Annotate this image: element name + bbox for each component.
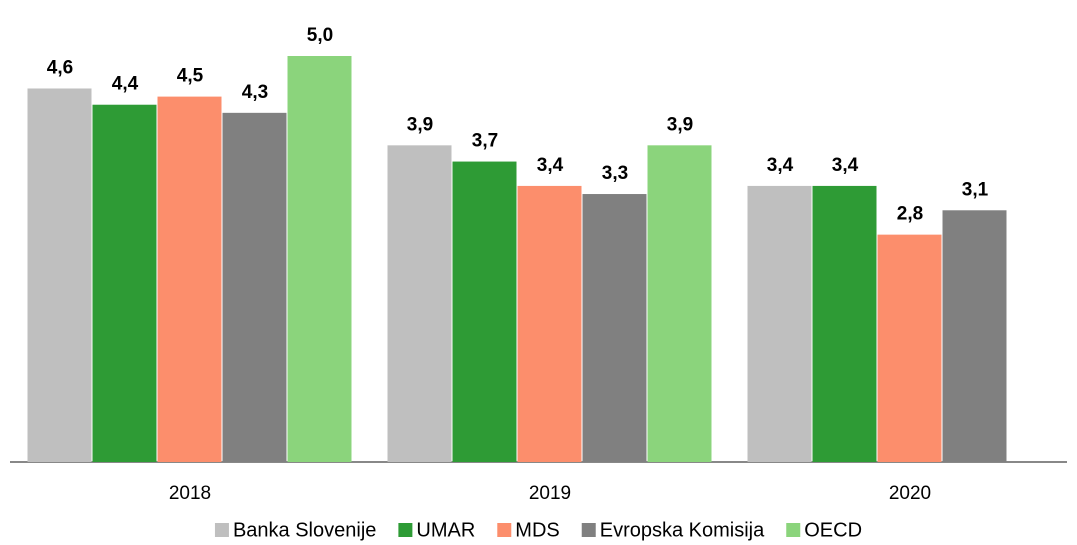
legend-swatch bbox=[214, 523, 229, 537]
bar bbox=[92, 104, 157, 462]
bar bbox=[812, 185, 877, 463]
value-label: 5,0 bbox=[307, 25, 333, 46]
legend-label: MDS bbox=[515, 519, 559, 541]
value-label: 4,3 bbox=[242, 82, 268, 103]
value-label: 3,7 bbox=[472, 131, 498, 152]
value-label: 3,9 bbox=[407, 114, 433, 135]
bar bbox=[222, 112, 287, 462]
bar bbox=[647, 145, 712, 462]
bar bbox=[942, 210, 1007, 462]
value-label: 4,6 bbox=[47, 57, 73, 78]
bar bbox=[27, 88, 92, 462]
legend-swatch bbox=[497, 523, 512, 537]
value-label: 3,3 bbox=[602, 163, 628, 184]
legend-label: UMAR bbox=[416, 519, 475, 541]
bar bbox=[387, 145, 452, 462]
value-label: 3,4 bbox=[767, 155, 794, 176]
bar bbox=[157, 96, 222, 462]
bar bbox=[287, 56, 352, 462]
x-tick-label: 2018 bbox=[169, 483, 211, 504]
value-label: 4,5 bbox=[177, 66, 204, 87]
bar bbox=[452, 161, 517, 462]
value-label: 3,4 bbox=[537, 155, 564, 176]
value-label: 3,1 bbox=[962, 179, 989, 200]
value-label: 3,4 bbox=[832, 155, 859, 176]
value-label: 4,4 bbox=[112, 74, 139, 95]
value-label: 3,9 bbox=[667, 114, 693, 135]
legend-label: OECD bbox=[804, 519, 862, 541]
bar bbox=[877, 234, 942, 462]
bar bbox=[517, 185, 582, 463]
legend-label: Banka Slovenije bbox=[233, 519, 376, 541]
x-tick-label: 2020 bbox=[889, 483, 931, 504]
legend-swatch bbox=[581, 523, 596, 537]
x-tick-label: 2019 bbox=[529, 483, 571, 504]
legend-swatch bbox=[786, 523, 801, 537]
bar bbox=[747, 185, 812, 463]
legend-swatch bbox=[398, 523, 413, 537]
legend-label: Evropska Komisija bbox=[600, 519, 765, 541]
bar bbox=[582, 194, 647, 463]
value-label: 2,8 bbox=[897, 204, 923, 225]
